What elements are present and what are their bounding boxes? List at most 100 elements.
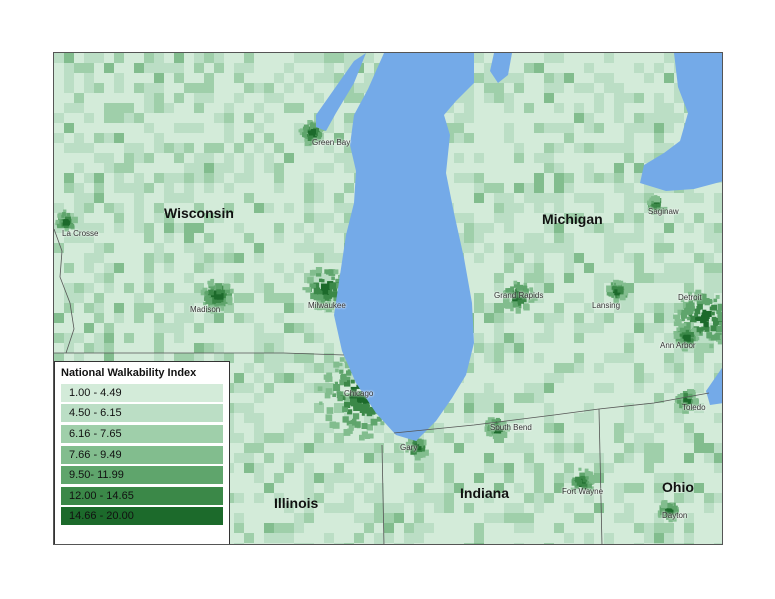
census-tile xyxy=(654,443,664,453)
urban-tile xyxy=(68,224,73,229)
urban-tile xyxy=(62,219,69,226)
census-tile xyxy=(474,433,484,443)
census-tile xyxy=(474,443,484,453)
city-label-south-bend: South Bend xyxy=(490,423,532,432)
census-tile xyxy=(704,413,722,423)
census-tile xyxy=(234,383,244,393)
census-tile xyxy=(264,543,274,544)
urban-tile xyxy=(328,269,333,273)
urban-tile xyxy=(660,506,667,514)
urban-tile xyxy=(335,278,342,286)
census-tile xyxy=(624,543,634,544)
urban-tile xyxy=(322,290,329,297)
census-tile xyxy=(324,333,334,343)
urban-tile xyxy=(361,412,365,416)
census-tile xyxy=(614,133,624,143)
census-tile xyxy=(604,203,614,213)
urban-tile xyxy=(687,311,692,315)
census-tile xyxy=(624,523,634,533)
urban-tile xyxy=(405,449,409,453)
census-tile xyxy=(594,273,604,283)
census-tile xyxy=(204,73,214,83)
census-tile xyxy=(194,203,204,213)
census-tile xyxy=(554,133,564,143)
census-tile xyxy=(214,213,224,223)
census-tile xyxy=(104,103,114,113)
census-tile xyxy=(714,543,722,544)
census-tile xyxy=(294,453,304,463)
census-tile xyxy=(184,273,194,283)
census-tile xyxy=(254,303,264,313)
urban-tile xyxy=(62,212,66,216)
census-tile xyxy=(124,153,134,163)
urban-tile xyxy=(507,302,513,309)
census-tile xyxy=(214,263,224,273)
census-tile xyxy=(514,163,524,173)
census-tile xyxy=(314,423,324,433)
urban-tile xyxy=(575,476,581,483)
census-tile xyxy=(124,103,134,113)
urban-tile xyxy=(619,294,626,301)
urban-tile xyxy=(505,288,510,293)
census-tile xyxy=(224,243,234,253)
urban-tile xyxy=(311,129,316,134)
census-tile xyxy=(214,133,224,143)
census-tile xyxy=(284,223,294,233)
census-tile xyxy=(694,453,704,463)
census-tile xyxy=(84,243,94,253)
urban-tile xyxy=(678,339,684,344)
census-tile xyxy=(384,503,394,513)
census-tile xyxy=(214,223,224,233)
census-tile xyxy=(234,283,244,293)
urban-tile xyxy=(308,139,315,145)
urban-tile xyxy=(584,468,589,473)
census-tile xyxy=(474,73,484,83)
census-tile xyxy=(234,223,244,233)
legend-row: 9.50- 11.99 xyxy=(61,465,223,485)
urban-tile xyxy=(528,293,532,297)
census-tile xyxy=(104,153,114,163)
census-tile xyxy=(264,143,274,153)
urban-tile xyxy=(711,316,717,322)
urban-tile xyxy=(676,327,683,334)
urban-tile xyxy=(356,384,361,389)
census-tile xyxy=(214,353,224,363)
census-tile xyxy=(344,543,354,544)
census-tile xyxy=(664,463,674,473)
census-tile xyxy=(534,333,544,343)
urban-tile xyxy=(687,389,694,396)
census-tile xyxy=(504,503,514,513)
city-label-grand-rapids: Grand Rapids xyxy=(494,291,544,300)
census-tile xyxy=(164,343,174,353)
census-tile xyxy=(184,203,194,213)
census-tile xyxy=(494,183,504,193)
urban-tile xyxy=(570,487,576,493)
census-tile xyxy=(634,543,644,544)
city-label-gary: Gary xyxy=(400,443,418,452)
census-tile xyxy=(314,233,324,243)
census-tile xyxy=(294,313,304,323)
census-tile xyxy=(164,193,174,203)
urban-tile xyxy=(303,124,309,130)
urban-tile xyxy=(673,332,681,339)
census-tile xyxy=(184,93,194,103)
state-label-michigan: Michigan xyxy=(542,211,603,227)
urban-tile xyxy=(217,293,224,300)
urban-tile xyxy=(684,398,692,405)
census-tile xyxy=(654,513,664,523)
urban-tile xyxy=(717,303,722,311)
census-tile xyxy=(594,203,604,213)
census-tile xyxy=(484,233,494,243)
city-label-chicago: Chicago xyxy=(344,389,374,398)
census-tile xyxy=(274,393,284,403)
census-tile xyxy=(634,133,644,143)
census-tile xyxy=(484,293,494,303)
urban-tile xyxy=(302,287,306,291)
census-tile xyxy=(694,263,704,273)
legend-swatch: 4.50 - 6.15 xyxy=(61,404,223,423)
urban-tile xyxy=(203,302,207,306)
census-tile xyxy=(134,143,144,153)
urban-tile xyxy=(354,421,361,428)
census-tile xyxy=(314,253,324,263)
census-tile xyxy=(324,353,334,363)
